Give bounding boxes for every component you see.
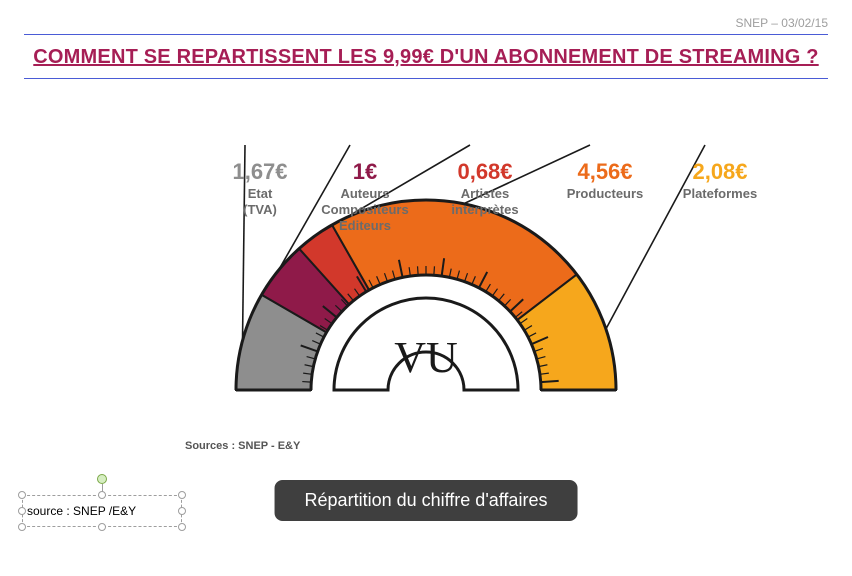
page-title: COMMENT SE REPARTISSENT LES 9,99€ D'UN A… <box>0 46 852 69</box>
label-desc-etat: (TVA) <box>243 202 277 218</box>
header-org: SNEP <box>735 16 767 30</box>
rule-under-title <box>24 78 828 79</box>
label-amount-artistes: 0,68€ <box>457 158 512 186</box>
label-amount-auteurs: 1€ <box>353 158 377 186</box>
label-amount-etat: 1,67€ <box>232 158 287 186</box>
rotate-handle-icon[interactable] <box>97 474 107 484</box>
resize-handle-tl[interactable] <box>18 491 26 499</box>
resize-handle-tr[interactable] <box>178 491 186 499</box>
label-amount-producteurs: 4,56€ <box>577 158 632 186</box>
resize-handle-ml[interactable] <box>18 507 26 515</box>
label-auteurs: 1€AuteursCompositeursEditeurs <box>310 158 420 234</box>
label-producteurs: 4,56€Producteurs <box>550 158 660 202</box>
resize-handle-br[interactable] <box>178 523 186 531</box>
label-desc-artistes: Artistes <box>461 186 509 202</box>
label-desc-auteurs: Auteurs <box>340 186 389 202</box>
label-desc-etat: Etat <box>248 186 273 202</box>
label-desc-artistes: interprètes <box>451 202 518 218</box>
label-plateformes: 2,08€Plateformes <box>665 158 775 202</box>
header-meta: SNEP – 03/02/15 <box>735 16 828 30</box>
gauge-center-label: VU <box>394 333 458 382</box>
resize-handle-bl[interactable] <box>18 523 26 531</box>
resize-handle-mr[interactable] <box>178 507 186 515</box>
label-desc-plateformes: Plateformes <box>683 186 757 202</box>
rule-top <box>24 34 828 35</box>
label-desc-auteurs: Editeurs <box>339 218 391 234</box>
header-sep: – <box>768 16 781 30</box>
resize-handle-tm[interactable] <box>98 491 106 499</box>
resize-handle-bm[interactable] <box>98 523 106 531</box>
label-etat: 1,67€Etat(TVA) <box>205 158 315 218</box>
selected-textbox[interactable]: source : SNEP /E&Y <box>22 495 182 527</box>
header-date: 03/02/15 <box>781 16 828 30</box>
caption-pill: Répartition du chiffre d'affaires <box>275 480 578 521</box>
label-desc-auteurs: Compositeurs <box>321 202 408 218</box>
label-desc-producteurs: Producteurs <box>567 186 644 202</box>
caption-text: Répartition du chiffre d'affaires <box>305 490 548 510</box>
label-artistes: 0,68€Artistesinterprètes <box>430 158 540 218</box>
selected-textbox-text: source : SNEP /E&Y <box>27 504 136 518</box>
label-amount-plateformes: 2,08€ <box>692 158 747 186</box>
sources-label: Sources : SNEP - E&Y <box>185 440 300 452</box>
